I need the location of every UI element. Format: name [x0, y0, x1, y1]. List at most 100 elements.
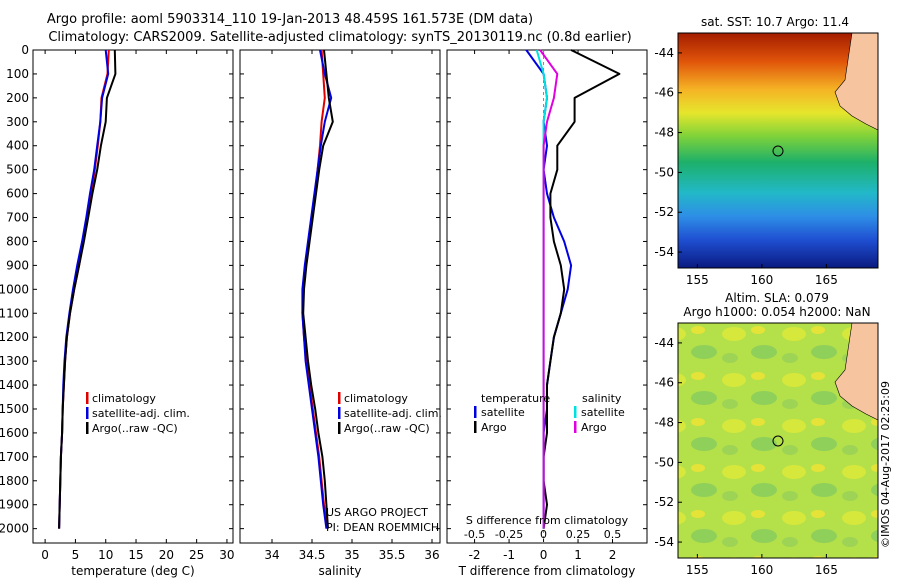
temperature-legend: climatology satellite-adj. clim. Argo(..…	[86, 392, 190, 435]
depth-tick-label: 100	[6, 67, 29, 81]
depth-tick-label: 1400	[0, 378, 29, 392]
lat-tick-label: -48	[654, 126, 674, 140]
legend-swatch-s-argo	[574, 421, 577, 433]
legend-swatch-climatology	[86, 392, 89, 404]
sst-map-axes: -44 -46 -48 -50 -52 -54 155 160 165	[654, 46, 837, 287]
x-tick-label: 34	[264, 548, 279, 562]
plot-frame	[446, 49, 648, 544]
plot-frame	[32, 49, 234, 544]
legend-label-argo: Argo(..raw -QC)	[92, 422, 178, 435]
legend-label-s-satellite: satellite	[581, 406, 625, 419]
series-line-argo	[542, 49, 621, 529]
legend-title-temperature: temperature	[481, 392, 550, 405]
legend-swatch-climatology	[338, 392, 341, 404]
depth-tick-label: 1800	[0, 474, 29, 488]
depth-tick-label: 1000	[0, 282, 29, 296]
lon-tick-label: 155	[686, 273, 709, 287]
title-line-1: Argo profile: aoml 5903314_110 19-Jan-20…	[47, 12, 533, 27]
lat-tick-label: -44	[654, 46, 674, 60]
x-tick-label: 5	[72, 548, 80, 562]
depth-tick-label: 900	[6, 258, 29, 272]
legend-label-t-argo: Argo	[481, 421, 507, 434]
depth-tick-label: 800	[6, 234, 29, 248]
legend-swatch-t-satellite	[474, 406, 477, 418]
lon-tick-label: 165	[815, 563, 838, 577]
imos-watermark: ©IMOS 04-Aug-2017 02:25:09	[879, 381, 892, 548]
plot-frame	[239, 49, 441, 544]
legend-label-satellite: satellite-adj. clim.	[344, 407, 442, 420]
lat-tick-label: -50	[654, 455, 674, 469]
depth-tick-label: 500	[6, 163, 29, 177]
series-line-climatology	[58, 49, 110, 529]
sst-map-frame	[677, 32, 879, 269]
x-tick-label: 34.5	[299, 548, 326, 562]
lat-tick-label: -52	[654, 205, 674, 219]
depth-tick-label: 1600	[0, 426, 29, 440]
sla-float-marker	[772, 435, 784, 447]
x-tick-label: 30	[219, 548, 234, 562]
legend-swatch-t-argo	[474, 421, 477, 433]
x-tick-label: 0	[540, 548, 548, 562]
series-line-climatology	[301, 49, 329, 529]
s-diff-tick-label: 0	[540, 528, 547, 541]
depth-tick-label: 200	[6, 91, 29, 105]
x-tick-label: 36	[424, 548, 439, 562]
sst-map-title: sat. SST: 10.7 Argo: 11.4	[701, 15, 849, 29]
sla-map-frame	[677, 322, 879, 559]
sst-float-marker	[772, 145, 784, 157]
depth-tick-label: 0	[21, 43, 29, 57]
s-difference-axis: -0.5 -0.25 0 0.25 0.5	[464, 528, 621, 541]
depth-tick-label: 1100	[0, 306, 29, 320]
series-line-argo-raw-qc-	[58, 49, 117, 529]
lat-tick-label: -54	[654, 245, 674, 259]
legend-label-s-argo: Argo	[581, 421, 607, 434]
credit-project: US ARGO PROJECT	[326, 506, 428, 519]
salinity-panel: 34 34.5 35 35.5 36 salinity	[239, 49, 441, 578]
depth-tick-label: 300	[6, 115, 29, 129]
lat-tick-label: -44	[654, 336, 674, 350]
legend-swatch-s-satellite	[574, 406, 577, 418]
difference-panel: -2 -1 0 1 2 T difference from climatology	[446, 49, 648, 578]
sla-field	[678, 323, 878, 558]
lon-tick-label: 160	[750, 563, 773, 577]
series-line-argo-salinity-	[539, 49, 559, 529]
s-diff-tick-label: -0.25	[495, 528, 523, 541]
series-line-satellite-adj-clim-	[301, 49, 333, 529]
x-tick-label: 35	[344, 548, 359, 562]
x-tick-label: 1	[574, 548, 582, 562]
legend-label-climatology: climatology	[344, 392, 408, 405]
legend-label-satellite: satellite-adj. clim.	[92, 407, 190, 420]
depth-tick-label: 1500	[0, 402, 29, 416]
title-line-2: Climatology: CARS2009. Satellite-adjuste…	[48, 30, 631, 45]
depth-tick-label: 400	[6, 139, 29, 153]
s-difference-axis-title: S difference from climatology	[466, 514, 629, 527]
lat-tick-label: -46	[654, 376, 674, 390]
lon-tick-label: 160	[750, 273, 773, 287]
sst-map	[677, 32, 879, 269]
sst-field	[678, 33, 878, 268]
lat-tick-label: -48	[654, 416, 674, 430]
sla-map-axes: -44 -46 -48 -50 -52 -54 155 160 165	[654, 336, 837, 577]
x-tick-label: -1	[503, 548, 515, 562]
lon-tick-label: 155	[686, 563, 709, 577]
depth-tick-label: 1700	[0, 450, 29, 464]
s-diff-tick-label: 0.25	[566, 528, 591, 541]
depth-tick-label: 600	[6, 187, 29, 201]
depth-tick-label: 1900	[0, 498, 29, 512]
series-line-satellite-salinity-	[535, 49, 548, 529]
legend-label-t-satellite: satellite	[481, 406, 525, 419]
x-axis-label: salinity	[318, 564, 361, 578]
s-diff-tick-label: -0.5	[464, 528, 485, 541]
lat-tick-label: -50	[654, 165, 674, 179]
x-tick-label: 25	[189, 548, 204, 562]
legend-title-salinity: salinity	[582, 392, 622, 405]
lat-tick-label: -52	[654, 495, 674, 509]
sla-map	[677, 322, 879, 559]
s-diff-tick-label: 0.5	[604, 528, 622, 541]
legend-swatch-argo	[86, 422, 89, 434]
x-tick-label: 0	[41, 548, 49, 562]
sla-map-title-1: Altim. SLA: 0.079	[725, 291, 829, 305]
legend-swatch-satellite	[86, 407, 89, 419]
lat-tick-label: -46	[654, 86, 674, 100]
